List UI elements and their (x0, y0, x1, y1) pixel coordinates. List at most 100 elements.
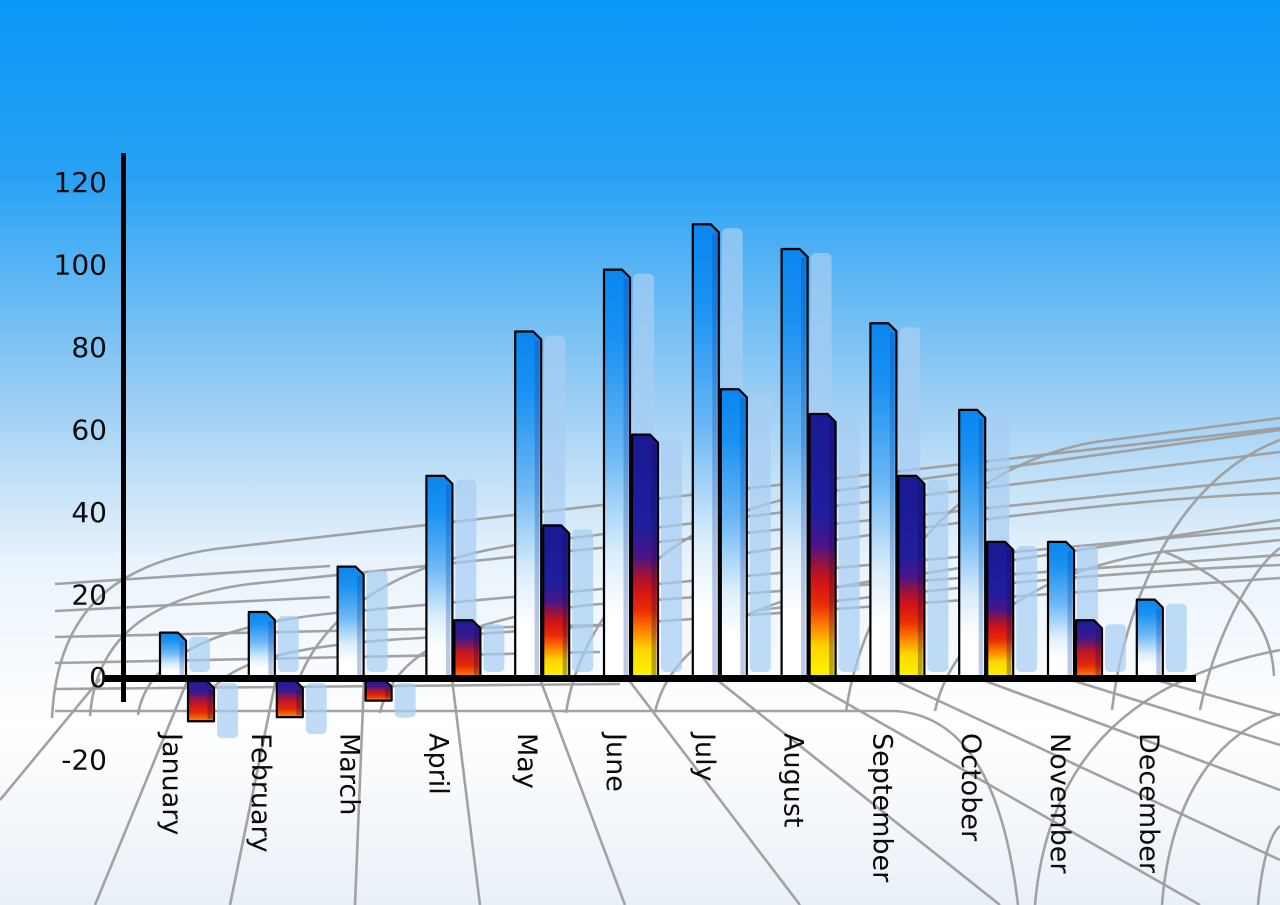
bar-side-shade (207, 689, 212, 720)
bar-side-shade (385, 687, 390, 699)
x-axis-label-march: March (334, 733, 365, 815)
bar-shadow-february (277, 616, 299, 672)
bar-june-series2 (630, 433, 660, 680)
x-axis-label-november: November (1044, 733, 1075, 874)
bar-shadow-august (838, 418, 860, 672)
bar-shadow-december (1165, 603, 1187, 672)
bar-face (247, 610, 276, 680)
bar-side-shade (357, 575, 362, 676)
bar-side-shade (534, 340, 540, 676)
bar-shadow-january (217, 683, 238, 739)
bar-march-series2 (364, 678, 393, 702)
bar-face (630, 433, 660, 680)
bar-side-shade (1067, 550, 1072, 676)
bar-october-series1 (958, 408, 987, 680)
bar-shadow-july (749, 393, 771, 672)
x-axis-line (103, 675, 1196, 682)
bar-shadow-may (572, 529, 594, 672)
bar-face (542, 524, 571, 680)
bar-side-shade (268, 621, 273, 676)
x-axis-label-august: August (778, 733, 809, 828)
bar-face (958, 408, 987, 680)
x-axis-label-december: December (1133, 733, 1164, 874)
x-axis-month-labels: January February March April May June July Augu… (156, 731, 1164, 883)
bar-january-series2 (186, 678, 216, 723)
x-axis-label-may: May (511, 733, 542, 789)
x-axis-label-april: April (422, 733, 453, 795)
bar-november-series1 (1046, 540, 1076, 680)
bar-face (719, 388, 748, 680)
bar-july-series1 (691, 223, 720, 680)
bar-side-shade (651, 443, 656, 676)
bar-face (1135, 598, 1164, 680)
bar-shadow-june (661, 438, 682, 672)
bar-face (897, 474, 926, 680)
bar-october-series2 (986, 540, 1015, 680)
bar-shadow-november (1105, 624, 1126, 672)
bar-shadow-march (366, 570, 388, 672)
bar-face (1074, 619, 1104, 680)
y-tick-label-80: 80 (71, 331, 107, 364)
bar-side-shade (562, 534, 568, 676)
bar-side-shade (1156, 608, 1161, 676)
bar-september-series1 (869, 322, 898, 680)
bar-face (780, 247, 809, 680)
bar-january-series1 (158, 631, 188, 680)
y-tick-label-20: 20 (71, 579, 107, 612)
bar-face (808, 412, 837, 680)
bar-shadow-march (394, 683, 416, 718)
y-axis-tick-labels: 120 100 80 60 40 20 0 -20 (54, 166, 107, 777)
bar-side-shade (1006, 550, 1012, 676)
bar-side-shade (740, 398, 745, 676)
bar-april-series2 (453, 619, 482, 680)
bar-side-shade (801, 258, 806, 676)
x-axis-label-october: October (955, 733, 986, 842)
x-axis-label-july: July (689, 731, 720, 782)
bars-group (158, 223, 1187, 739)
y-tick-label-40: 40 (71, 496, 107, 529)
x-axis-label-september: September (866, 733, 897, 883)
x-axis-label-january: January (156, 731, 187, 835)
bar-august-series2 (808, 412, 837, 680)
bar-april-series1 (425, 474, 454, 680)
bar-face (869, 322, 898, 680)
y-tick-label-100: 100 (54, 249, 107, 282)
bar-december-series1 (1135, 598, 1164, 680)
bar-side-shade (1095, 629, 1100, 676)
bar-side-shade (712, 233, 717, 676)
bar-face (691, 223, 720, 680)
bar-side-shade (623, 278, 628, 676)
bar-side-shade (889, 332, 895, 676)
y-tick-label-120: 120 (54, 166, 107, 199)
bar-side-shade (978, 418, 984, 676)
bar-may-series2 (542, 524, 571, 680)
y-axis-line (121, 153, 126, 702)
bar-face (453, 619, 482, 680)
y-tick-label--20: -20 (61, 744, 107, 777)
bar-february-series1 (247, 610, 276, 680)
bar-face (336, 565, 365, 680)
bar-february-series2 (275, 678, 304, 719)
bar-august-series1 (780, 247, 809, 680)
bar-side-shade (473, 629, 479, 676)
y-tick-label-60: 60 (71, 414, 107, 447)
bar-july-series2 (719, 388, 748, 680)
bar-face (514, 330, 543, 680)
x-axis-label-february: February (245, 733, 276, 853)
bar-shadow-january (189, 636, 210, 672)
bar-face (425, 474, 454, 680)
bar-face (158, 631, 188, 680)
bar-september-series2 (897, 474, 926, 680)
bar-face (1046, 540, 1076, 680)
bar-june-series1 (602, 268, 632, 680)
bar-may-series1 (514, 330, 543, 680)
bar-shadow-april (483, 624, 505, 672)
x-axis-label-june: June (600, 731, 631, 792)
bar-side-shade (445, 484, 451, 676)
bar-face (986, 540, 1015, 680)
bar-shadow-september (927, 479, 949, 672)
bar-shadow-february (305, 683, 327, 735)
bar-face (602, 268, 632, 680)
